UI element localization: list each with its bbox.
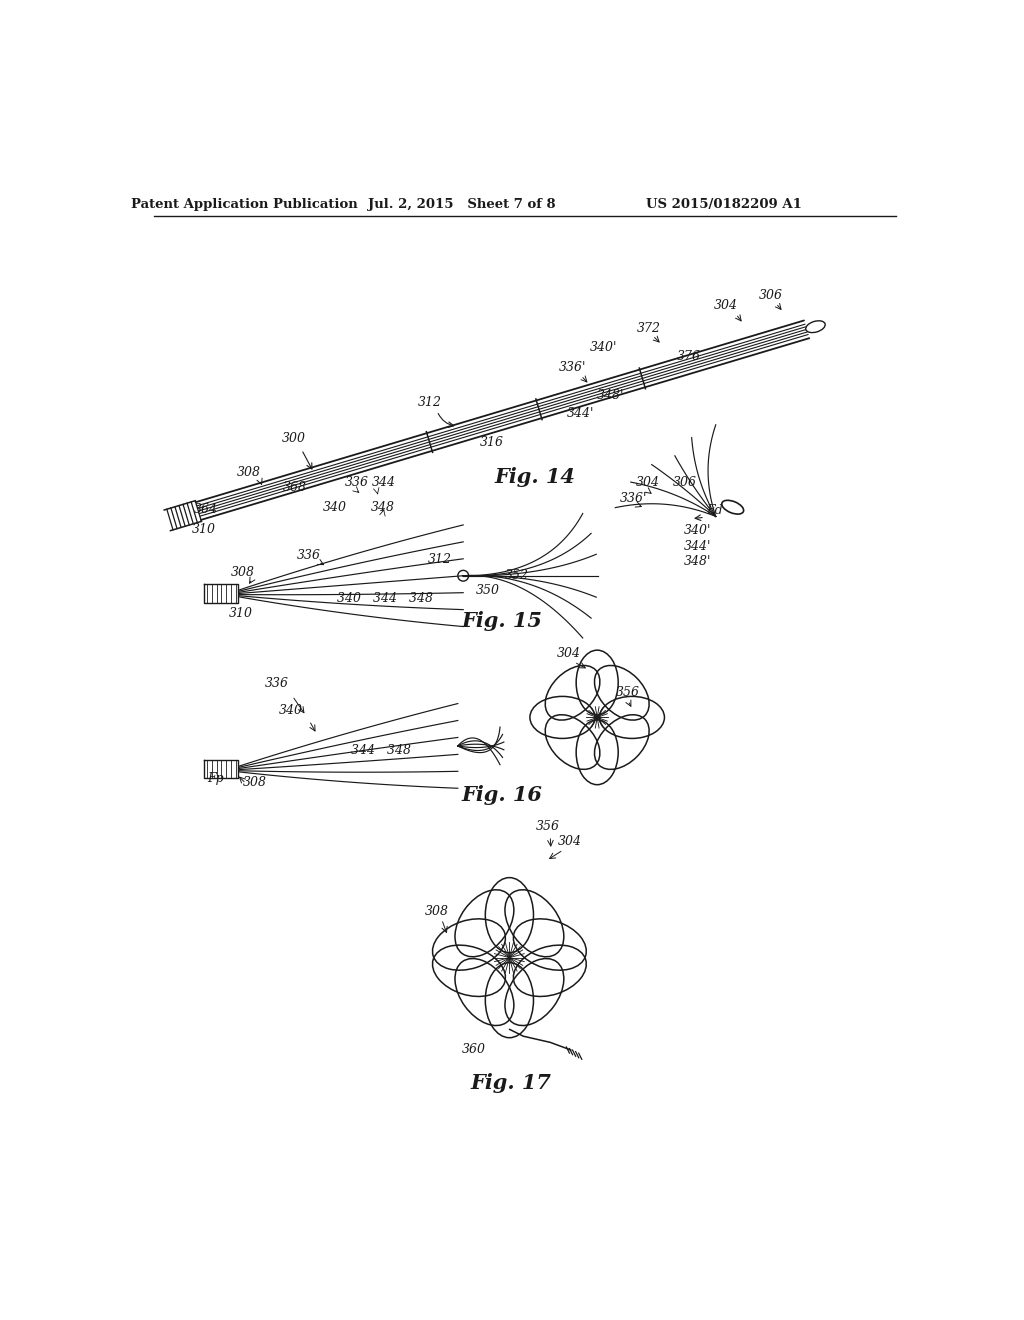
Text: 304: 304 (558, 836, 582, 849)
Text: 356: 356 (536, 820, 559, 833)
Text: 340': 340' (683, 524, 711, 537)
Text: 368: 368 (283, 480, 307, 494)
Text: 306: 306 (673, 477, 696, 490)
Text: 336: 336 (264, 677, 289, 689)
Text: 350: 350 (475, 585, 500, 597)
Text: 308: 308 (230, 566, 255, 578)
Text: Fig. 16: Fig. 16 (462, 784, 543, 805)
Text: 360: 360 (462, 1043, 485, 1056)
Text: 336: 336 (345, 475, 369, 488)
Text: 336: 336 (297, 549, 321, 562)
Text: 348': 348' (597, 388, 625, 401)
Text: 340   344   348: 340 344 348 (337, 591, 433, 605)
Text: 340: 340 (279, 705, 302, 717)
Ellipse shape (722, 500, 743, 513)
Text: 316: 316 (480, 437, 504, 449)
Text: US 2015/0182209 A1: US 2015/0182209 A1 (645, 198, 802, 211)
Text: Fig. 15: Fig. 15 (462, 611, 543, 631)
Text: Patent Application Publication: Patent Application Publication (131, 198, 358, 211)
Text: 306: 306 (759, 289, 783, 301)
Text: 336': 336' (559, 360, 586, 374)
Text: 344   348: 344 348 (351, 744, 411, 758)
Text: Fp: Fp (208, 772, 224, 785)
Text: 344': 344' (683, 540, 711, 553)
Text: 310: 310 (193, 523, 216, 536)
Text: Fd: Fd (707, 504, 723, 517)
Text: 304: 304 (636, 477, 659, 490)
Text: 310: 310 (229, 607, 253, 620)
Text: 372: 372 (637, 322, 662, 335)
Text: 340: 340 (323, 502, 347, 513)
Text: 340': 340' (590, 341, 616, 354)
Text: Fig. 14: Fig. 14 (494, 467, 574, 487)
Text: 344: 344 (373, 475, 396, 488)
Text: 356: 356 (615, 686, 640, 698)
Text: 308: 308 (243, 776, 267, 789)
Text: 304: 304 (557, 647, 582, 660)
Text: Fig. 17: Fig. 17 (471, 1073, 552, 1093)
Text: 308: 308 (237, 466, 261, 479)
Text: 344': 344' (566, 407, 594, 420)
Text: 376: 376 (677, 350, 701, 363)
Text: 364: 364 (194, 503, 218, 516)
Ellipse shape (806, 321, 825, 333)
Text: 348': 348' (683, 554, 711, 568)
Text: 352: 352 (505, 569, 528, 582)
Text: 312: 312 (418, 396, 441, 409)
Text: Jul. 2, 2015   Sheet 7 of 8: Jul. 2, 2015 Sheet 7 of 8 (368, 198, 555, 211)
Text: 312: 312 (428, 553, 452, 566)
Text: 336': 336' (621, 492, 647, 504)
Text: 300: 300 (282, 432, 305, 445)
Text: 308: 308 (425, 904, 449, 917)
Text: 348: 348 (371, 502, 395, 513)
Text: 304: 304 (714, 300, 738, 313)
